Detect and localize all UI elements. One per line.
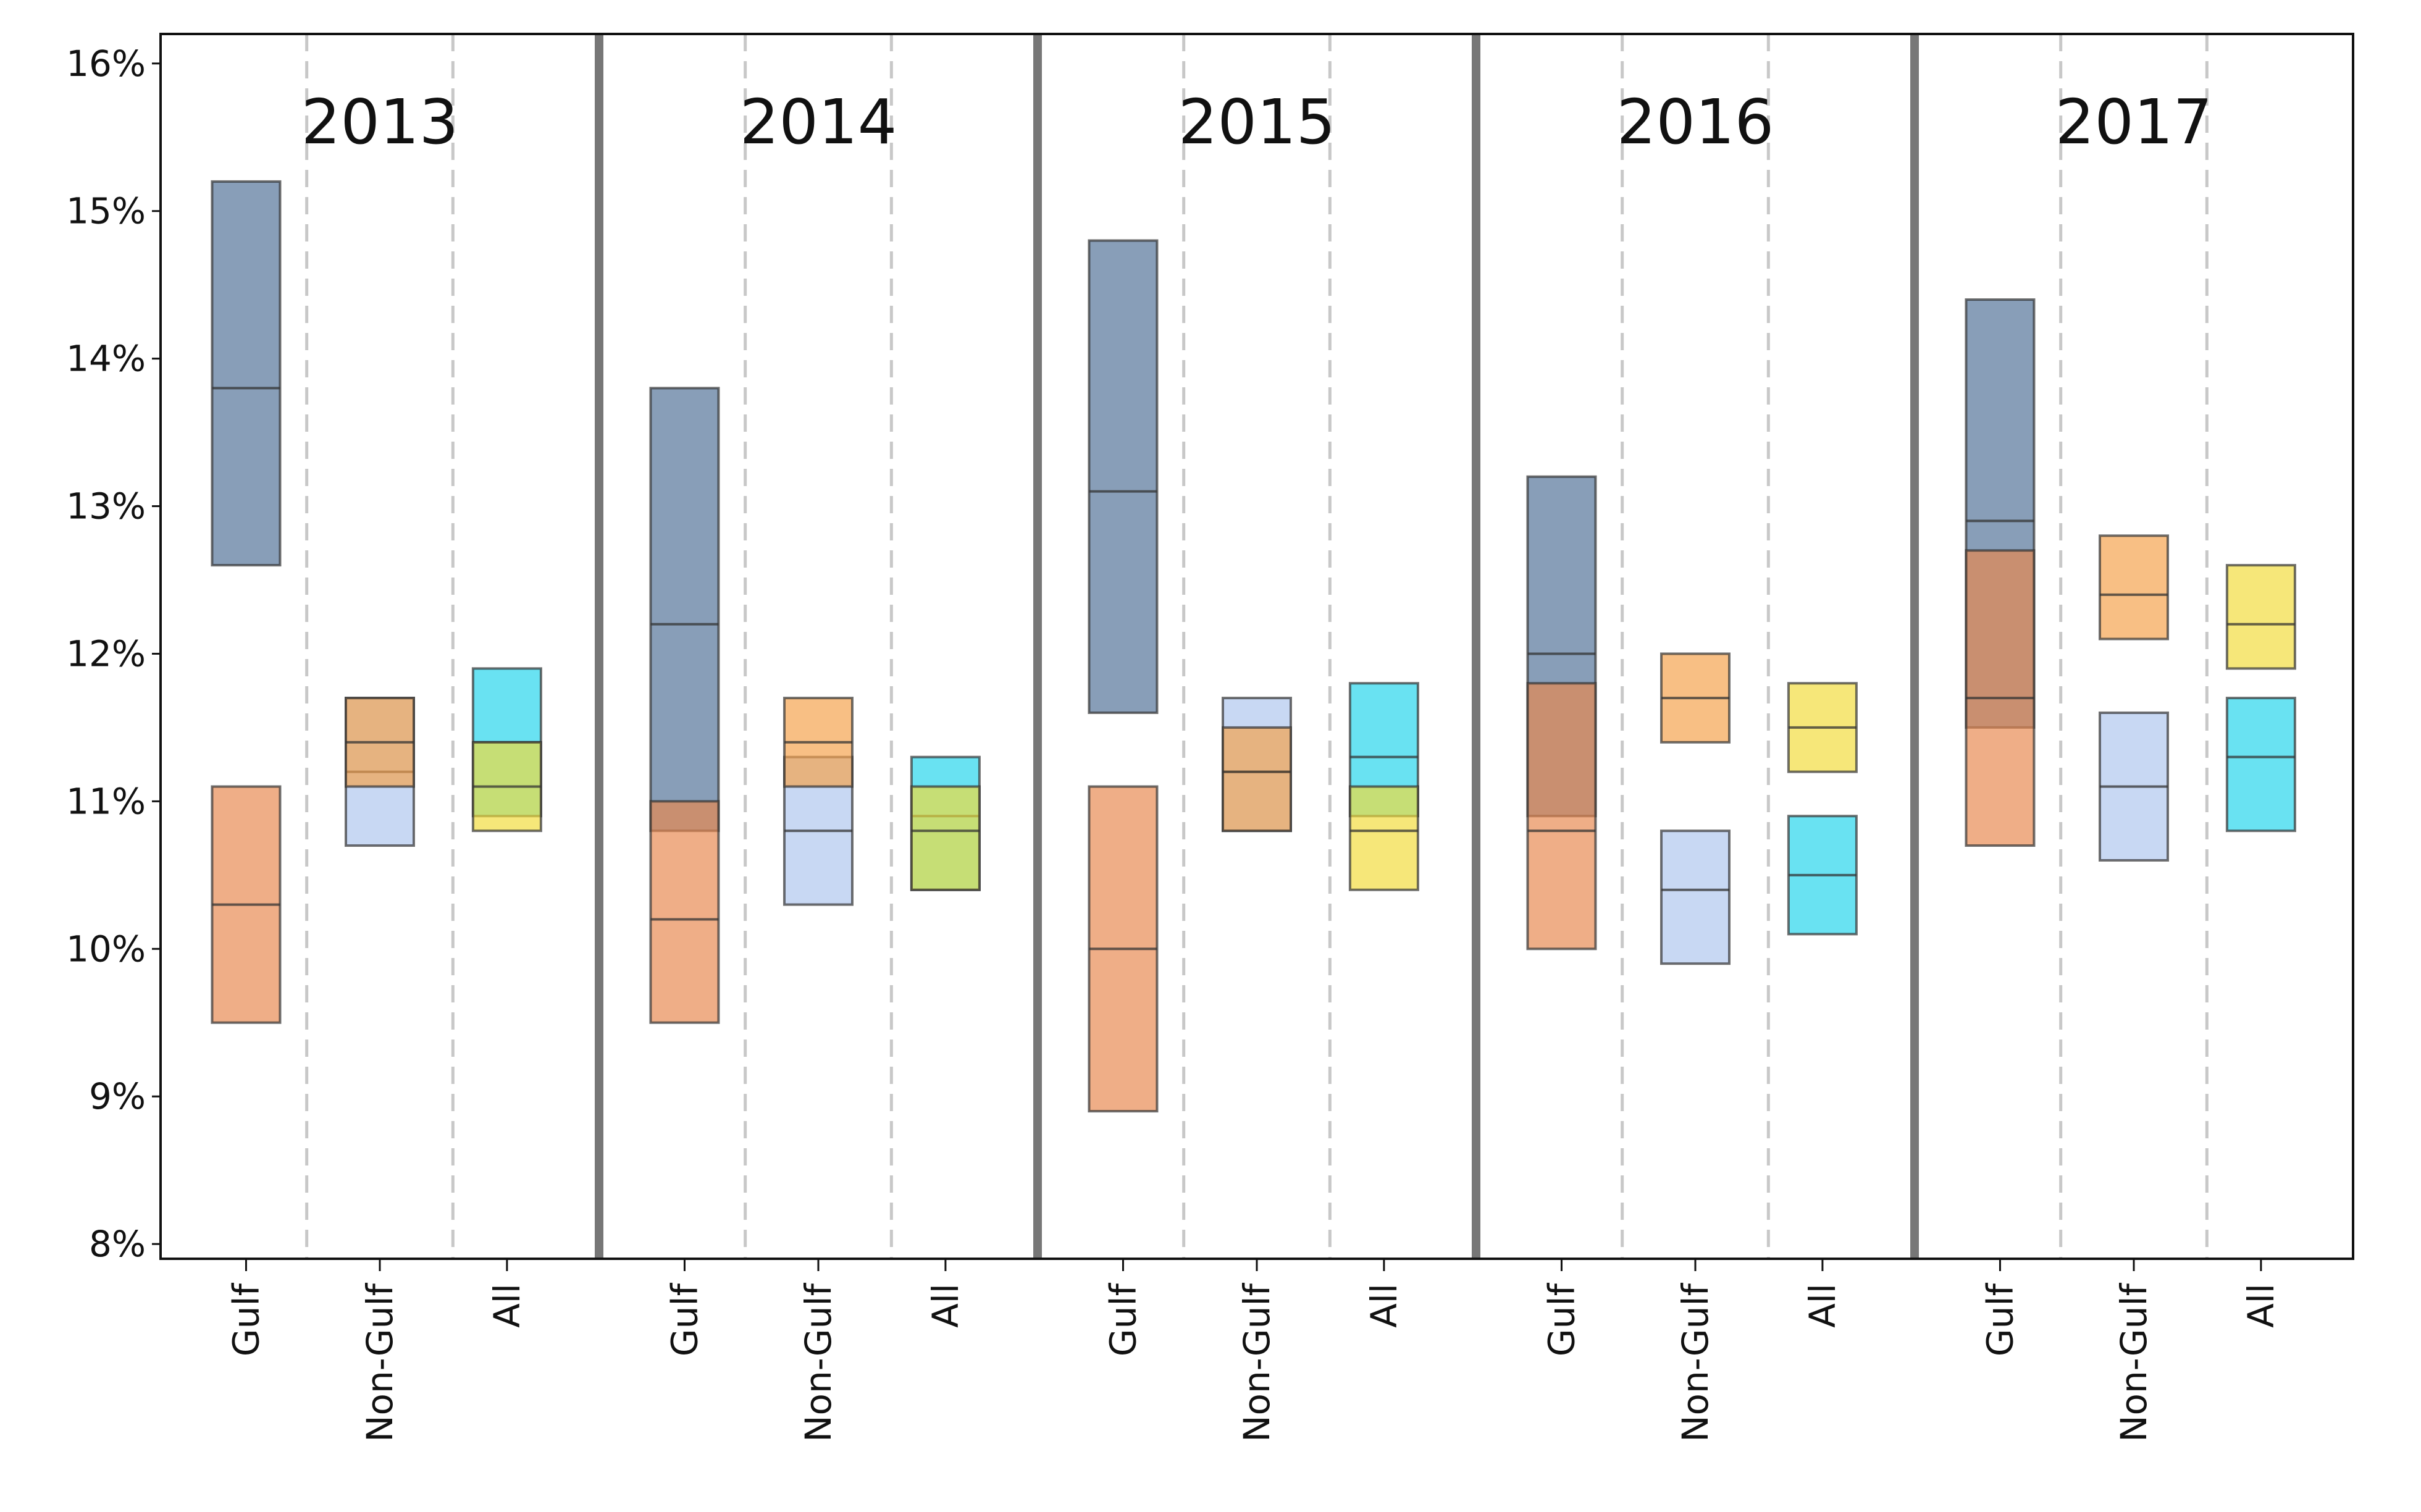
y-tick-label: 15% bbox=[66, 190, 146, 232]
range-box bbox=[910, 785, 981, 891]
x-tick-label: Gulf bbox=[1540, 1282, 1582, 1356]
x-tick-label: All bbox=[1802, 1283, 1844, 1328]
plot-frame bbox=[159, 33, 2354, 1260]
x-tick-label: Gulf bbox=[663, 1282, 705, 1356]
y-tick-label: 16% bbox=[66, 43, 146, 85]
x-tick-label: All bbox=[486, 1283, 528, 1328]
x-tick-label: All bbox=[925, 1283, 967, 1328]
y-tick-label: 12% bbox=[66, 632, 146, 674]
x-tick-label: All bbox=[1363, 1283, 1405, 1328]
y-tick-label: 14% bbox=[66, 338, 146, 380]
x-tick-label: All bbox=[2240, 1283, 2282, 1328]
x-tick-label: Non-Gulf bbox=[359, 1282, 401, 1442]
panel-title: 2014 bbox=[740, 86, 897, 158]
range-box bbox=[211, 180, 282, 567]
range-box bbox=[1088, 239, 1159, 715]
panel-title: 2015 bbox=[1178, 86, 1336, 158]
range-box bbox=[1526, 682, 1597, 951]
y-tick-label: 13% bbox=[66, 485, 146, 527]
range-box bbox=[1222, 726, 1292, 833]
range-box bbox=[1348, 785, 1419, 891]
y-tick-label: 8% bbox=[89, 1223, 146, 1265]
x-tick-label: Gulf bbox=[1979, 1282, 2021, 1356]
panel-title: 2013 bbox=[301, 86, 459, 158]
y-tick-label: 10% bbox=[66, 928, 146, 970]
range-box bbox=[649, 800, 720, 1024]
y-tick-label: 11% bbox=[66, 780, 146, 822]
range-box bbox=[1660, 830, 1731, 965]
range-box bbox=[649, 387, 720, 833]
panel-title: 2017 bbox=[2055, 86, 2213, 158]
x-tick-label: Non-Gulf bbox=[2113, 1282, 2155, 1442]
range-box bbox=[2225, 564, 2296, 670]
y-tick-label: 9% bbox=[89, 1075, 146, 1117]
range-box bbox=[2225, 697, 2296, 833]
x-tick-label: Non-Gulf bbox=[1236, 1282, 1278, 1442]
x-tick-label: Non-Gulf bbox=[1674, 1282, 1716, 1442]
x-tick-label: Non-Gulf bbox=[797, 1282, 839, 1442]
panel-title: 2016 bbox=[1617, 86, 1774, 158]
x-tick-label: Gulf bbox=[1102, 1282, 1144, 1356]
x-tick-label: Gulf bbox=[225, 1282, 267, 1356]
range-box bbox=[2099, 534, 2169, 640]
